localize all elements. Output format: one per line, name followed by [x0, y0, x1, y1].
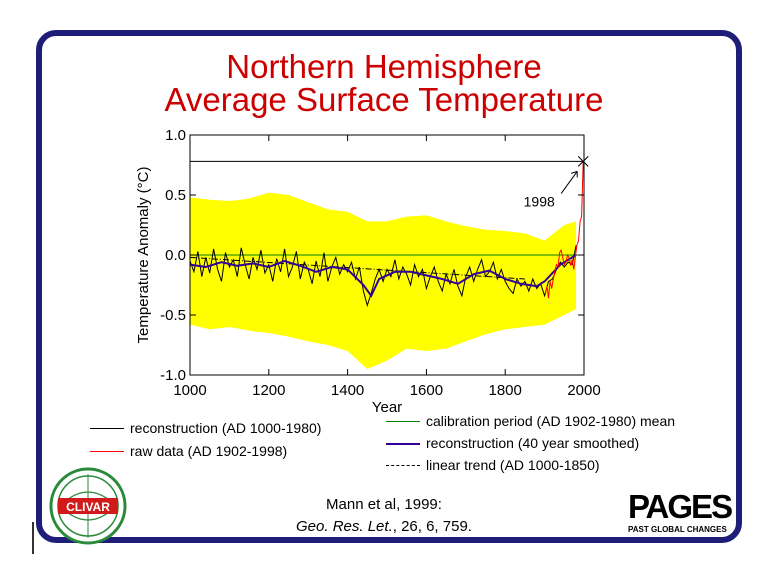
legend-label: linear trend (AD 1000-1850)	[426, 457, 600, 473]
legend-item-linear-trend: linear trend (AD 1000-1850)	[386, 457, 716, 477]
annotation-arrow-head	[571, 170, 578, 178]
slide-edge-mark	[32, 522, 34, 554]
legend-item-smoothed: reconstruction (40 year smoothed)	[386, 435, 716, 455]
legend-item-calibration-mean: calibration period (AD 1902-1980) mean	[386, 413, 716, 433]
citation-volume: , 26, 6, 759.	[392, 518, 472, 535]
legend-label: reconstruction (AD 1000-1980)	[130, 420, 322, 436]
citation-authors: Mann et al, 1999:	[326, 496, 442, 513]
pages-logo: PAGES PAST GLOBAL CHANGES	[628, 488, 734, 534]
legend-label: raw data (AD 1902-1998)	[130, 443, 288, 459]
reconstruction-line	[189, 245, 577, 308]
title-line-2: Average Surface Temperature	[164, 81, 604, 118]
pages-logo-text: PAGES	[628, 488, 732, 525]
legend-label: calibration period (AD 1902-1980) mean	[426, 413, 676, 429]
x-tick-label: 1200	[252, 382, 285, 399]
x-tick-label: 1400	[331, 382, 364, 399]
title-line-1: Northern Hemisphere	[226, 48, 542, 85]
smoothed-line	[189, 254, 577, 298]
y-tick-label: 0.5	[165, 187, 186, 204]
legend-label: reconstruction (40 year smoothed)	[426, 435, 640, 451]
clivar-logo: CLIVAR	[49, 467, 127, 545]
legend-item-raw-data: raw data (AD 1902-1998)	[90, 443, 350, 463]
citation-journal: Geo. Res. Let.	[296, 518, 393, 535]
clivar-logo-text: CLIVAR	[66, 500, 110, 514]
x-tick-label: 1000	[173, 382, 206, 399]
annotation-label: 1998	[524, 193, 555, 209]
y-tick-label: -1.0	[160, 367, 186, 384]
legend-item-reconstruction: reconstruction (AD 1000-1980)	[90, 420, 350, 440]
legend-swatch	[386, 421, 420, 422]
x-tick-label: 1800	[489, 382, 522, 399]
x-tick-label: 1600	[410, 382, 443, 399]
citation-reference: Geo. Res. Let., 26, 6, 759.	[0, 516, 768, 538]
linear-trend-line	[189, 256, 525, 280]
y-tick-label: 0.0	[165, 247, 186, 264]
y-tick-label: -0.5	[160, 307, 186, 324]
citation: Mann et al, 1999: Geo. Res. Let., 26, 6,…	[0, 494, 768, 538]
y-tick-label: 1.0	[165, 127, 186, 144]
legend-left: reconstruction (AD 1000-1980) raw data (…	[90, 420, 350, 464]
raw-data-line	[544, 161, 584, 299]
annotation-arrow	[560, 171, 578, 194]
pages-logo-subtitle: PAST GLOBAL CHANGES	[628, 525, 727, 534]
legend-right: calibration period (AD 1902-1980) mean r…	[386, 413, 716, 477]
x-axis-label: Year	[372, 399, 402, 416]
record-marker	[577, 156, 589, 167]
legend-swatch	[386, 465, 420, 466]
x-tick-label: 2000	[567, 382, 600, 399]
legend-swatch	[386, 443, 420, 445]
legend-swatch	[90, 428, 124, 429]
y-axis-label: Temperature Anomaly (°C)	[135, 167, 152, 344]
legend-swatch	[90, 451, 124, 452]
